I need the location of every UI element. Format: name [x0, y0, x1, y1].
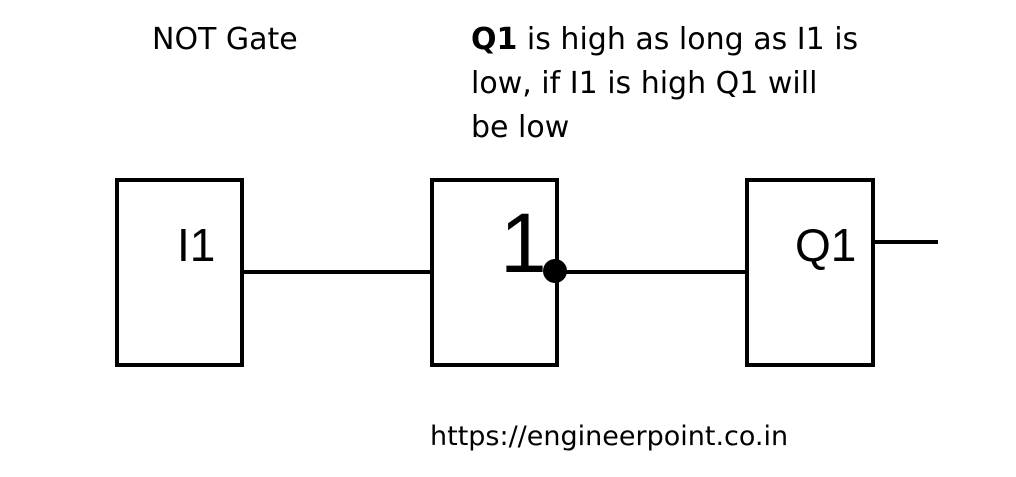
input-block-label: I1 [177, 219, 215, 271]
description-bold-term: Q1 [471, 22, 518, 57]
inversion-bubble [543, 259, 567, 283]
description-line-1-rest: is high as long as I1 is [517, 22, 859, 57]
source-url: https://engineerpoint.co.in [430, 421, 789, 452]
output-block-q1 [745, 178, 875, 367]
diagram-title: NOT Gate [152, 22, 298, 57]
not-gate-label: 1 [500, 196, 547, 290]
description-line-2: low, if I1 is high Q1 will [471, 66, 818, 101]
description-text: Q1 is high as long as I1 is low, if I1 i… [471, 18, 871, 150]
input-block-i1 [115, 178, 244, 367]
description-line-1: Q1 is high as long as I1 is [471, 18, 871, 62]
output-block-label: Q1 [795, 219, 856, 271]
description-line-3: be low [471, 110, 570, 145]
